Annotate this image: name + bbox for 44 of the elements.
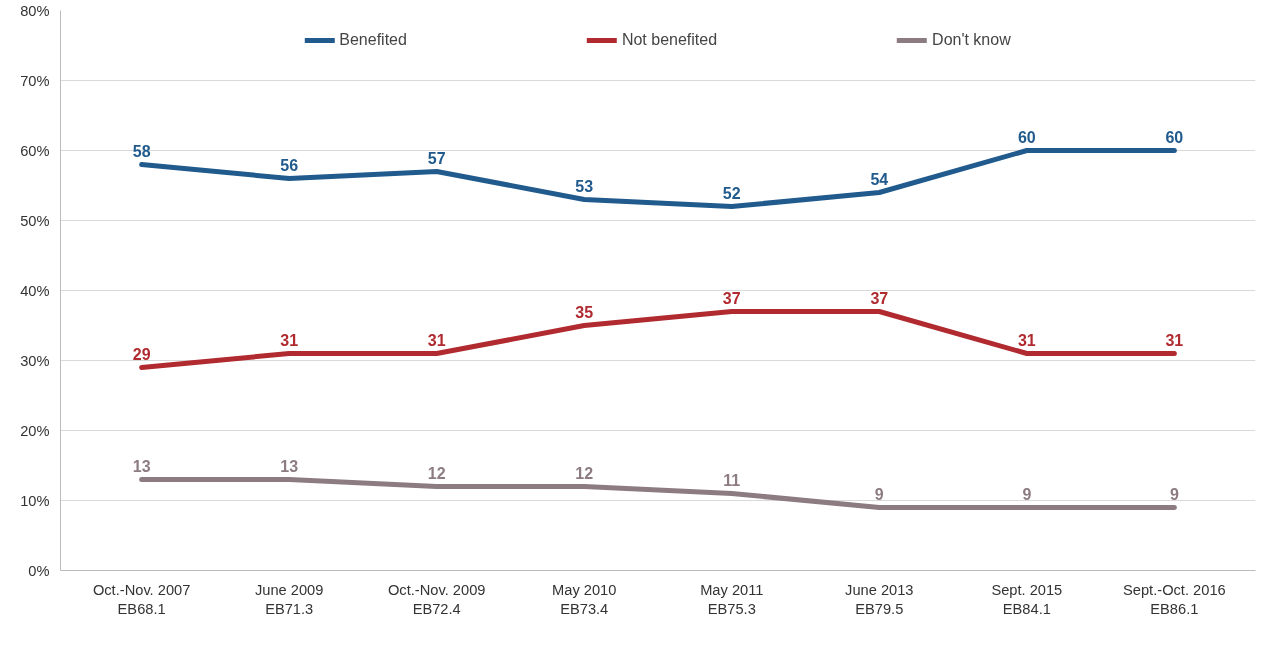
data-label: 13 (280, 457, 299, 475)
x-tick-label: Sept.-Oct. 2016 EB86.1 (1123, 581, 1226, 617)
data-label: 9 (1169, 485, 1179, 503)
x-tick-label: June 2009 EB71.3 (254, 581, 324, 617)
data-label: 56 (280, 156, 299, 174)
data-label: 37 (722, 289, 741, 307)
data-label: 60 (1017, 128, 1036, 146)
data-label: 12 (427, 464, 446, 482)
data-label: 60 (1165, 128, 1184, 146)
x-tick-label: Sept. 2015 EB84.1 (991, 581, 1063, 617)
y-tick-label: 20% (20, 422, 50, 439)
data-label: 12 (575, 464, 594, 482)
y-tick-label: 50% (20, 212, 50, 229)
y-tick-label: 30% (20, 352, 50, 369)
data-label: 9 (874, 485, 884, 503)
data-label: 29 (132, 345, 151, 363)
data-label: 31 (1165, 331, 1184, 349)
x-tick-label: May 2011 EB75.3 (700, 581, 764, 617)
data-label: 53 (575, 177, 594, 195)
x-tick-label: June 2013 EB79.5 (845, 581, 914, 617)
legend-label: Don't know (932, 31, 1011, 49)
data-label: 31 (1017, 331, 1036, 349)
data-label: 58 (132, 142, 151, 160)
x-tick-label: May 2010 EB73.4 (552, 581, 617, 617)
y-tick-label: 40% (20, 282, 50, 299)
data-label: 31 (280, 331, 299, 349)
y-tick-label: 80% (20, 2, 50, 19)
x-tick-label: Oct.-Nov. 2007 EB68.1 (92, 581, 191, 617)
y-tick-label: 0% (28, 562, 50, 579)
x-tick-label: Oct.-Nov. 2009 EB72.4 (387, 581, 486, 617)
legend-label: Not benefited (621, 31, 718, 49)
data-label: 52 (722, 184, 741, 202)
data-label: 57 (427, 149, 446, 167)
data-label: 54 (870, 170, 889, 188)
y-tick-label: 70% (20, 72, 50, 89)
data-label: 35 (575, 303, 594, 321)
data-label: 11 (723, 471, 741, 489)
data-label: 9 (1022, 485, 1032, 503)
y-tick-label: 10% (20, 492, 50, 509)
legend-label: Benefited (339, 31, 407, 49)
y-tick-label: 60% (20, 142, 50, 159)
data-label: 31 (427, 331, 446, 349)
data-label: 37 (870, 289, 889, 307)
data-label: 13 (132, 457, 151, 475)
